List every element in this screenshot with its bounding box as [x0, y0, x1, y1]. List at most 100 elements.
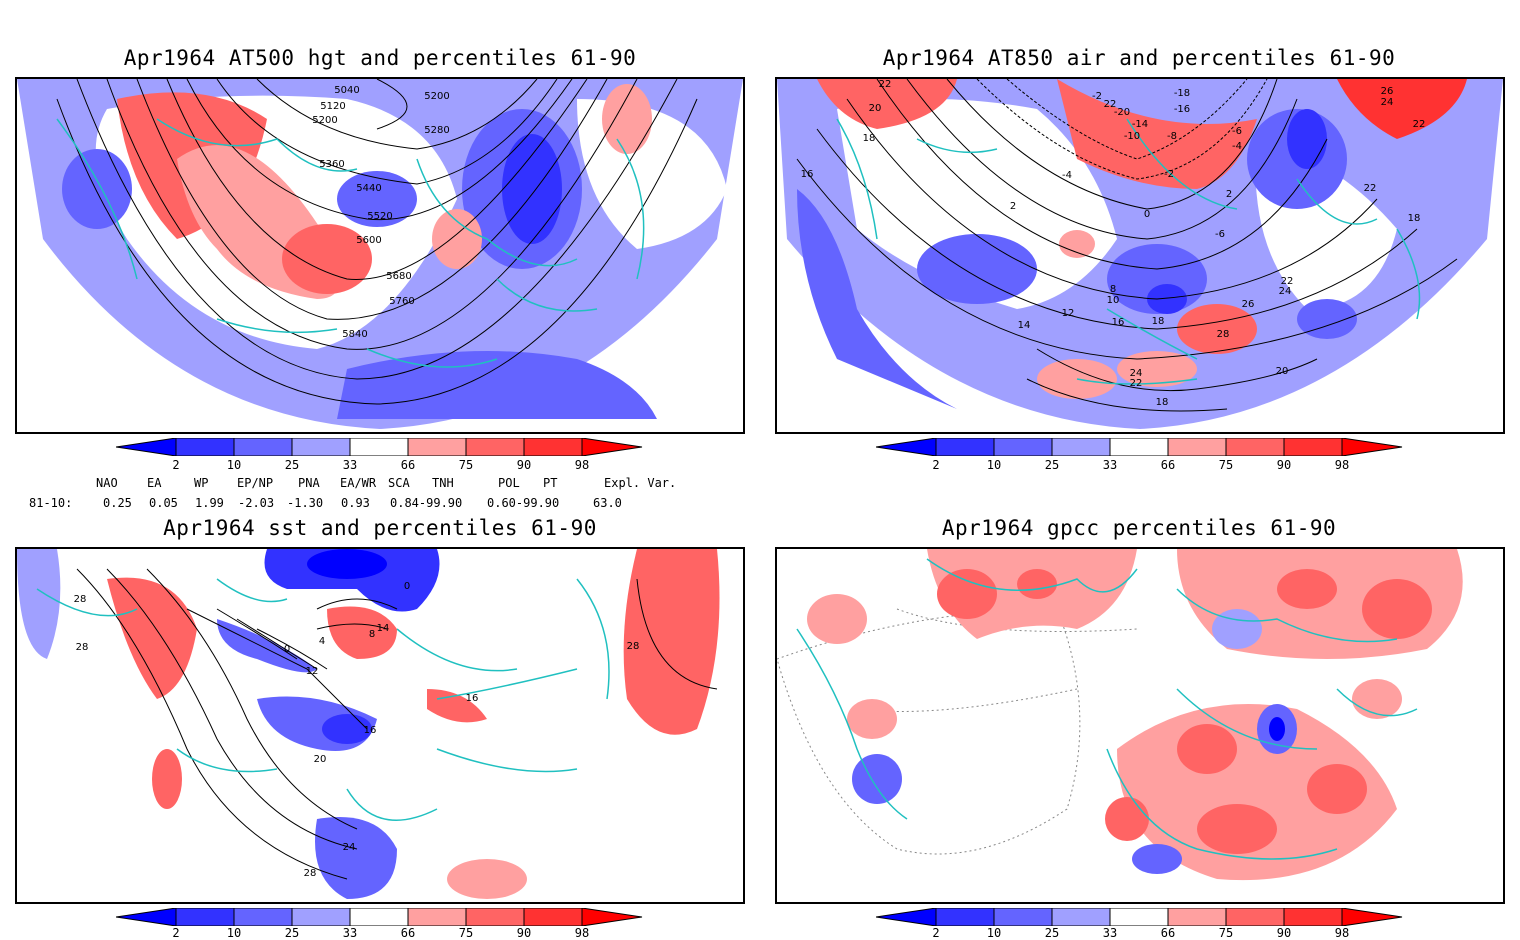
index-header: WP — [194, 476, 209, 490]
contour-label: 22 — [1413, 119, 1426, 130]
colorbar-label: 33 — [342, 926, 358, 940]
contour-label: 16 — [801, 169, 814, 180]
colorbar-label: 90 — [516, 926, 532, 940]
contour-label: 5200 — [312, 115, 337, 126]
contour-label: 16 — [466, 693, 479, 704]
contour-label: 2 — [1226, 189, 1232, 200]
contour-label: -18 — [1174, 88, 1190, 99]
colorbar-label: 25 — [284, 926, 300, 940]
colorbar-label: 75 — [458, 458, 474, 472]
index-header: TNH — [432, 476, 454, 490]
index-value: -2.03 — [238, 496, 275, 510]
colorbar-label: 90 — [1276, 926, 1292, 940]
contour-label: 22 — [1364, 183, 1377, 194]
contour-label: 5200 — [424, 91, 449, 102]
contour-label: 20 — [314, 754, 327, 765]
contour-label: 28 — [1217, 329, 1230, 340]
contour-labels-air850: 22 20 18 16 -2 -18 -16 22 -20 -14 -10 -8… — [801, 79, 1426, 408]
contour-label: 28 — [76, 642, 89, 653]
colorbar-label: 10 — [986, 926, 1002, 940]
index-header: POL — [498, 476, 520, 490]
index-value: 63.0 — [593, 496, 622, 510]
index-header: EP/NP — [237, 476, 274, 490]
index-value: 0.93 — [341, 496, 370, 510]
contour-label: 5040 — [334, 85, 359, 96]
contour-label: 24 — [343, 842, 356, 853]
contour-label: 0 — [404, 581, 410, 592]
colorbar-label: 10 — [226, 926, 242, 940]
index-value: -1.30 — [287, 496, 324, 510]
index-value: 0.05 — [149, 496, 178, 510]
index-value: 1.99 — [195, 496, 224, 510]
contour-label: 24 — [1279, 286, 1292, 297]
colorbar-label: 75 — [458, 926, 474, 940]
contour-label: 28 — [627, 641, 640, 652]
contour-label: -20 — [1114, 107, 1130, 118]
colorbar-label: 66 — [1160, 926, 1176, 940]
contour-label: 20 — [1276, 366, 1289, 377]
colorbar-gpcc — [876, 908, 1403, 926]
colorbar-label: 33 — [1102, 926, 1118, 940]
contour-label: -4 — [1232, 141, 1242, 152]
colorbar-label: 98 — [574, 458, 590, 472]
index-header: Expl. Var. — [604, 476, 677, 490]
contour-label: 5840 — [342, 329, 367, 340]
contour-label: 5680 — [386, 271, 411, 282]
contour-label: 5120 — [320, 101, 345, 112]
panel-title-air850: Apr1964 AT850 air and percentiles 61-90 — [882, 46, 1396, 70]
contour-label: 12 — [1062, 308, 1075, 319]
colorbar-label: 10 — [226, 458, 242, 472]
colorbar-label: 33 — [342, 458, 358, 472]
colorbar-label: 33 — [1102, 458, 1118, 472]
colorbar-label: 66 — [400, 926, 416, 940]
index-header: PNA — [298, 476, 320, 490]
colorbar-label: 75 — [1218, 926, 1234, 940]
index-value: 0.60-99.90 — [487, 496, 560, 510]
index-header: EA — [147, 476, 162, 490]
colorbar-label: 25 — [1044, 926, 1060, 940]
contour-label: 16 — [364, 725, 377, 736]
colorbar-sst — [116, 908, 643, 926]
panel-title-sst: Apr1964 sst and percentiles 61-90 — [163, 516, 597, 540]
panel-title-gpcc: Apr1964 gpcc percentiles 61-90 — [941, 516, 1337, 540]
contour-label: 2 — [1010, 201, 1016, 212]
contour-label: 20 — [869, 103, 882, 114]
colorbar-label: 98 — [1334, 458, 1350, 472]
map-panel-gpcc — [775, 547, 1505, 904]
contour-label: 14 — [377, 623, 390, 634]
colorbar-label: 66 — [400, 458, 416, 472]
colorbar-air850 — [876, 438, 1403, 456]
contour-label: 16 — [1112, 317, 1125, 328]
contour-label: 4 — [319, 636, 325, 647]
colorbar-label: 2 — [932, 458, 940, 472]
contour-label: -10 — [1124, 131, 1140, 142]
contour-label: 5760 — [389, 296, 414, 307]
colorbar-label: 98 — [1334, 926, 1350, 940]
contour-label: 22 — [1104, 99, 1117, 110]
contour-label: 18 — [1408, 213, 1421, 224]
contour-label: 10 — [1107, 295, 1120, 306]
colorbar-label: 90 — [1276, 458, 1292, 472]
contour-label: 22 — [879, 79, 892, 90]
colorbar-label: 98 — [574, 926, 590, 940]
contour-labels-sst: 28 28 0 4 8 14 0 12 16 16 20 24 28 28 — [74, 581, 640, 879]
contour-label: 26 — [1381, 86, 1394, 97]
contour-label: 18 — [1156, 397, 1169, 408]
contour-label: 5440 — [356, 183, 381, 194]
contour-label: 18 — [1152, 316, 1165, 327]
contour-label: 28 — [304, 868, 317, 879]
contour-label: 22 — [1281, 276, 1294, 287]
colorbar-label: 66 — [1160, 458, 1176, 472]
index-header: NAO — [96, 476, 118, 490]
contour-label: 8 — [369, 629, 375, 640]
contour-label: 24 — [1130, 368, 1143, 379]
colorbar-hgt500 — [116, 438, 643, 456]
colorbar-label: 2 — [932, 926, 940, 940]
index-header: PT — [543, 476, 558, 490]
colorbar-label: 75 — [1218, 458, 1234, 472]
colorbar-label: 25 — [284, 458, 300, 472]
contour-label: 5280 — [424, 125, 449, 136]
colorbar-label: 2 — [172, 926, 180, 940]
map-panel-air850: 22 20 18 16 -2 -18 -16 22 -20 -14 -10 -8… — [775, 77, 1505, 434]
contour-label: -4 — [1062, 170, 1072, 181]
